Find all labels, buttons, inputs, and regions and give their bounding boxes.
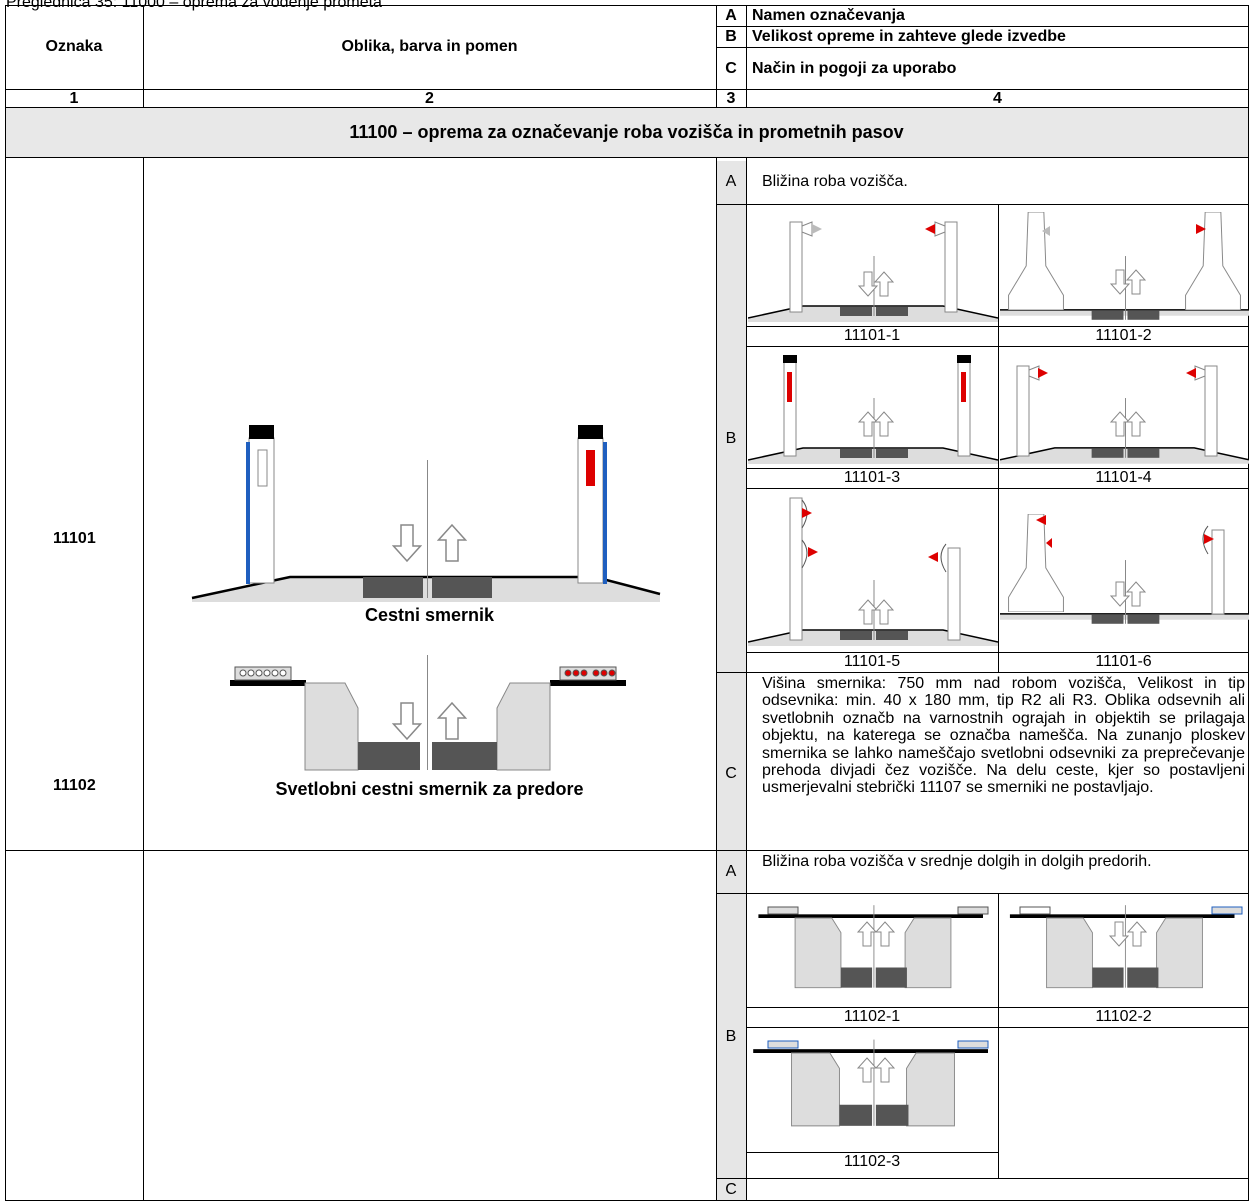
- figure-caption: Svetlobni cestni smernik za predore: [275, 779, 584, 799]
- figure-label: 11101-4: [1095, 469, 1152, 486]
- column-number: 1: [69, 90, 79, 107]
- letter: B: [725, 28, 737, 45]
- letter: C: [725, 765, 737, 782]
- table-caption: Preglednica 35: 11000 – oprema za vođenj…: [6, 0, 382, 11]
- purpose-text: Bližina roba vozišča v srednje dolgih in…: [762, 853, 1152, 870]
- figure-label: 11101-2: [1095, 327, 1152, 344]
- header-column: Velikost opreme in zahteve glede izvedbe: [752, 28, 1066, 45]
- letter: C: [725, 1181, 737, 1198]
- letter: B: [725, 430, 737, 447]
- tunnel-delineator-figure: [230, 655, 626, 771]
- figure-label: 11101-6: [1095, 653, 1152, 670]
- figure-label: 11101-1: [843, 327, 901, 344]
- conditions-text: Višina smernika: 750 mm nad robom vozišč…: [762, 675, 1245, 797]
- figure-11102-2: [1009, 904, 1243, 989]
- letter: B: [725, 1028, 737, 1045]
- column-number: 2: [425, 90, 434, 107]
- letter: A: [725, 7, 737, 24]
- figure-caption: Cestni smernik: [364, 605, 495, 625]
- figure-label: 11102-3: [843, 1153, 901, 1170]
- header-code: Oznaka: [45, 38, 103, 55]
- figure-11101-6: [1000, 514, 1249, 625]
- column-number: 4: [993, 90, 1002, 107]
- letter: C: [725, 60, 737, 77]
- letter: A: [725, 863, 737, 880]
- figure-11101-3: [748, 355, 998, 465]
- figure-label: 11102-1: [843, 1008, 901, 1025]
- figure-11101-5: [748, 497, 998, 647]
- purpose-text: Bližina roba vozišča.: [762, 173, 908, 190]
- figure-11101-2: [1000, 212, 1249, 321]
- section-title: 11100 – oprema za označevanje roba voziš…: [349, 122, 904, 142]
- figure-label: 11102-2: [1095, 1008, 1152, 1025]
- figure-11101-4: [1000, 365, 1249, 465]
- figure-11102-3: [752, 1039, 989, 1127]
- header-column: Način in pogoji za uporabo: [752, 60, 957, 77]
- figure-label: 11101-5: [843, 653, 901, 670]
- row-code: 11101: [53, 530, 96, 547]
- delineator-figure: [191, 425, 661, 602]
- column-number: 3: [726, 90, 736, 107]
- figure-11101-1: [748, 221, 998, 323]
- figure-label: 11101-3: [843, 469, 901, 486]
- header-column: Namen označevanja: [752, 7, 905, 24]
- letter: A: [725, 173, 737, 190]
- header-form: Oblika, barva in pomen: [341, 38, 518, 55]
- row-code: 11102: [53, 777, 96, 794]
- figure-11102-1: [757, 904, 989, 989]
